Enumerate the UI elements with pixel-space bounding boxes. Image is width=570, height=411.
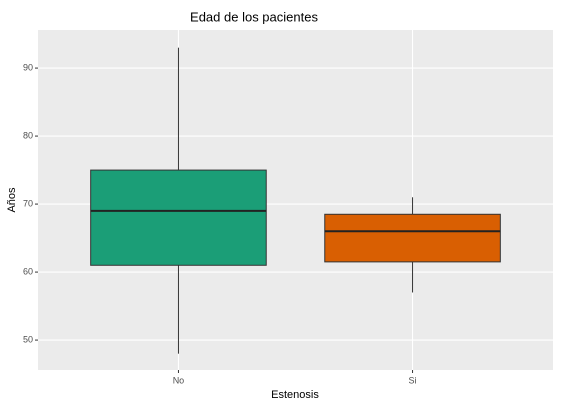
x-tick-label: Si bbox=[409, 375, 417, 385]
x-tick-label: No bbox=[173, 375, 185, 385]
y-tick-label: 80 bbox=[23, 130, 33, 140]
x-axis-label: Estenosis bbox=[271, 389, 319, 401]
y-axis-label: Años bbox=[6, 187, 18, 213]
box bbox=[324, 213, 501, 263]
y-tick-label: 60 bbox=[23, 266, 33, 276]
box bbox=[90, 169, 267, 266]
y-tick-label: 70 bbox=[23, 198, 33, 208]
y-tick-label: 90 bbox=[23, 62, 33, 72]
y-tick-label: 50 bbox=[23, 334, 33, 344]
chart-title: Edad de los pacientes bbox=[190, 9, 318, 24]
